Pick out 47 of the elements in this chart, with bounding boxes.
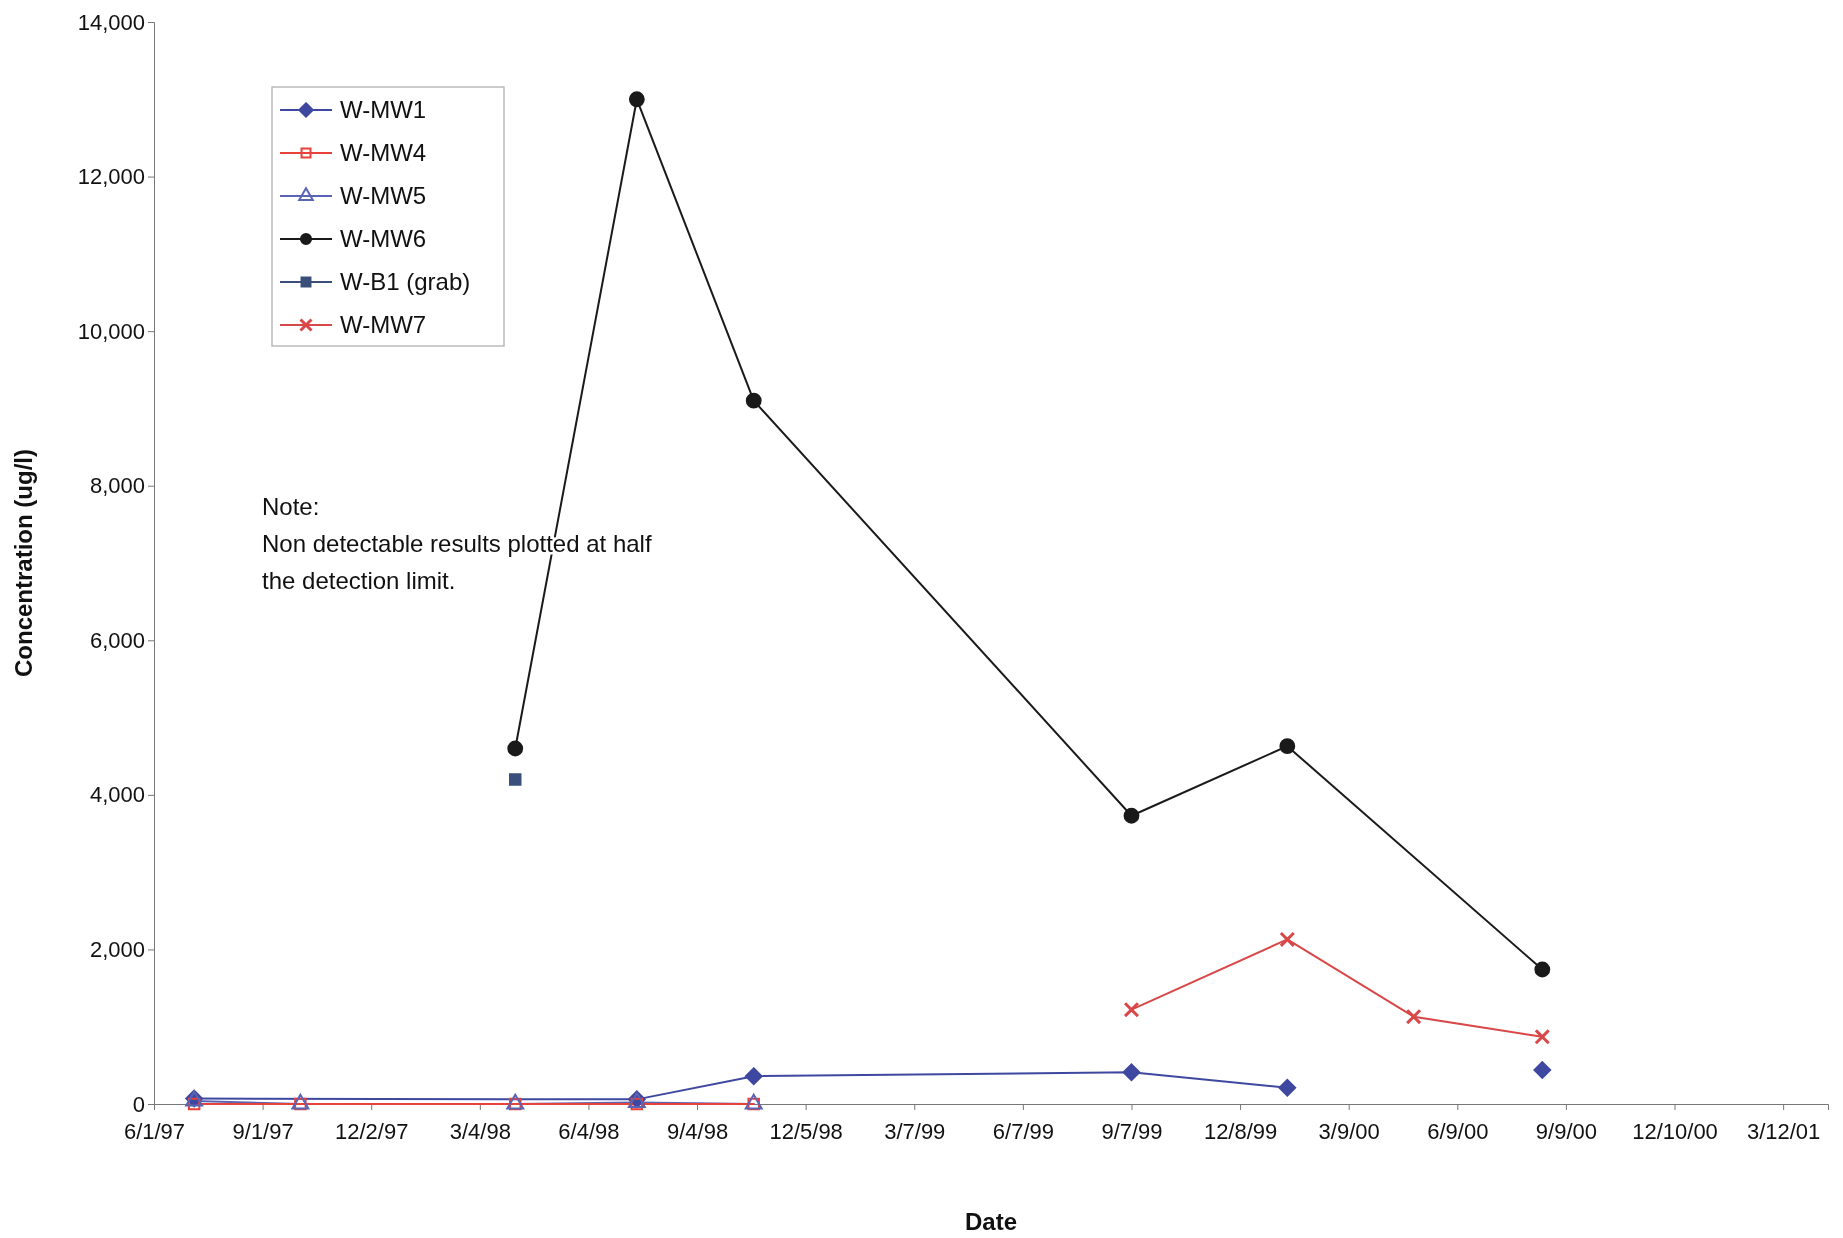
point [509, 773, 522, 786]
y-tick-label: 4,000 [89, 782, 145, 808]
point [745, 392, 762, 409]
legend-label: W-MW5 [340, 182, 427, 210]
point [1279, 738, 1296, 755]
x-tick-label: 3/9/00 [1318, 1119, 1380, 1145]
y-tick-label: 10,000 [77, 318, 145, 344]
x-tick-label: 12/8/99 [1203, 1119, 1278, 1145]
point [1533, 1061, 1552, 1079]
x-tick-label: 3/12/01 [1746, 1119, 1821, 1145]
point [1534, 1028, 1551, 1045]
x-tick-label: 6/7/99 [992, 1119, 1054, 1145]
point [507, 740, 524, 757]
legend-label: W-B1 (grab) [340, 268, 471, 296]
legend-label: W-MW6 [340, 225, 427, 253]
y-tick-label: 8,000 [89, 473, 145, 499]
y-tick-label: 12,000 [77, 164, 145, 190]
point [1279, 931, 1296, 948]
x-tick-label: 6/1/97 [123, 1119, 186, 1145]
point [1534, 961, 1551, 978]
point [1123, 807, 1140, 824]
x-tick-label: 9/7/99 [1101, 1119, 1163, 1145]
x-tick-label: 9/4/98 [666, 1119, 729, 1145]
point [744, 1067, 763, 1086]
point [1122, 1063, 1141, 1082]
y-tick-label: 0 [132, 1091, 145, 1117]
point [1405, 1008, 1422, 1025]
y-tick-label: 14,000 [77, 9, 145, 35]
legend-label: W-MW4 [340, 139, 427, 167]
x-tick-label: 6/4/98 [558, 1119, 620, 1145]
x-tick-label: 3/4/98 [449, 1119, 511, 1145]
x-tick-label: 12/10/00 [1632, 1119, 1718, 1145]
x-tick-label: 12/2/97 [335, 1119, 409, 1145]
y-tick-label: 2,000 [89, 936, 145, 962]
point [628, 91, 645, 108]
point [1123, 1001, 1140, 1018]
y-axis-title: Concentration (ug/l) [10, 449, 37, 677]
x-tick-label: 12/5/98 [769, 1119, 843, 1145]
point [1278, 1078, 1297, 1097]
x-tick-label: 3/7/99 [884, 1119, 946, 1145]
x-axis-title: Date [964, 1208, 1018, 1235]
x-tick-label: 6/9/00 [1427, 1119, 1489, 1145]
legend-label: W-MW7 [340, 311, 427, 339]
x-tick-label: 9/1/97 [232, 1119, 294, 1145]
x-tick-label: 9/9/00 [1535, 1119, 1598, 1145]
y-tick-label: 6,000 [89, 627, 145, 653]
legend-label: W-MW1 [340, 96, 427, 124]
